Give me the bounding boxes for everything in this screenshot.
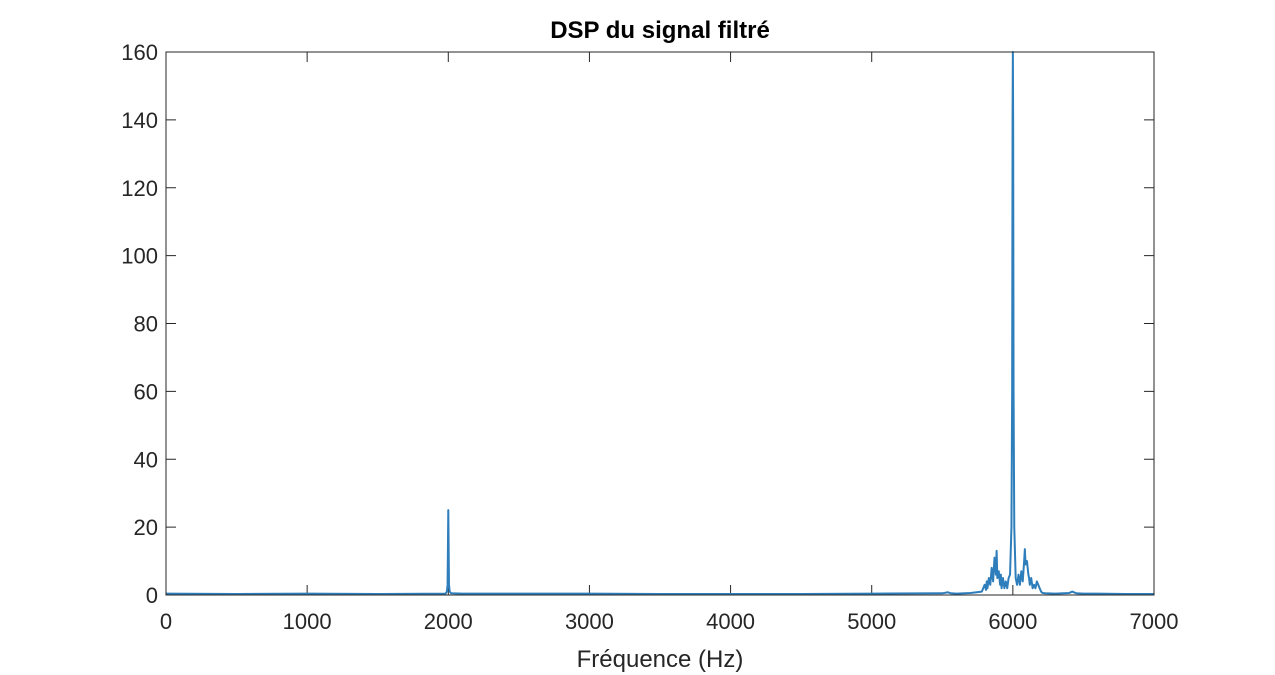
x-tick-label: 1000 [283,609,332,634]
x-tick-label: 7000 [1130,609,1179,634]
x-tick-label: 5000 [847,609,896,634]
y-tick-label: 40 [134,447,158,472]
y-tick-label: 100 [121,244,158,269]
y-tick-label: 60 [134,379,158,404]
y-tick-label: 20 [134,515,158,540]
y-tick-label: 160 [121,40,158,65]
chart-title: DSP du signal filtré [550,17,770,44]
x-tick-label: 3000 [565,609,614,634]
y-tick-label: 80 [134,312,158,337]
y-tick-label: 120 [121,176,158,201]
y-tick-label: 140 [121,108,158,133]
axis-ticks: 0 1000 2000 3000 4000 5000 6000 7000 0 20 40 60 80 10… [121,40,1178,634]
x-axis-label: Fréquence (Hz) [577,646,744,673]
plot-frame [165,51,1155,596]
y-tick-label: 0 [146,583,158,608]
x-tick-label: 4000 [706,609,755,634]
series-line-psd [165,51,1154,595]
x-tick-label: 2000 [424,609,473,634]
x-tick-label: 0 [160,609,172,634]
x-tick-label: 6000 [988,609,1037,634]
